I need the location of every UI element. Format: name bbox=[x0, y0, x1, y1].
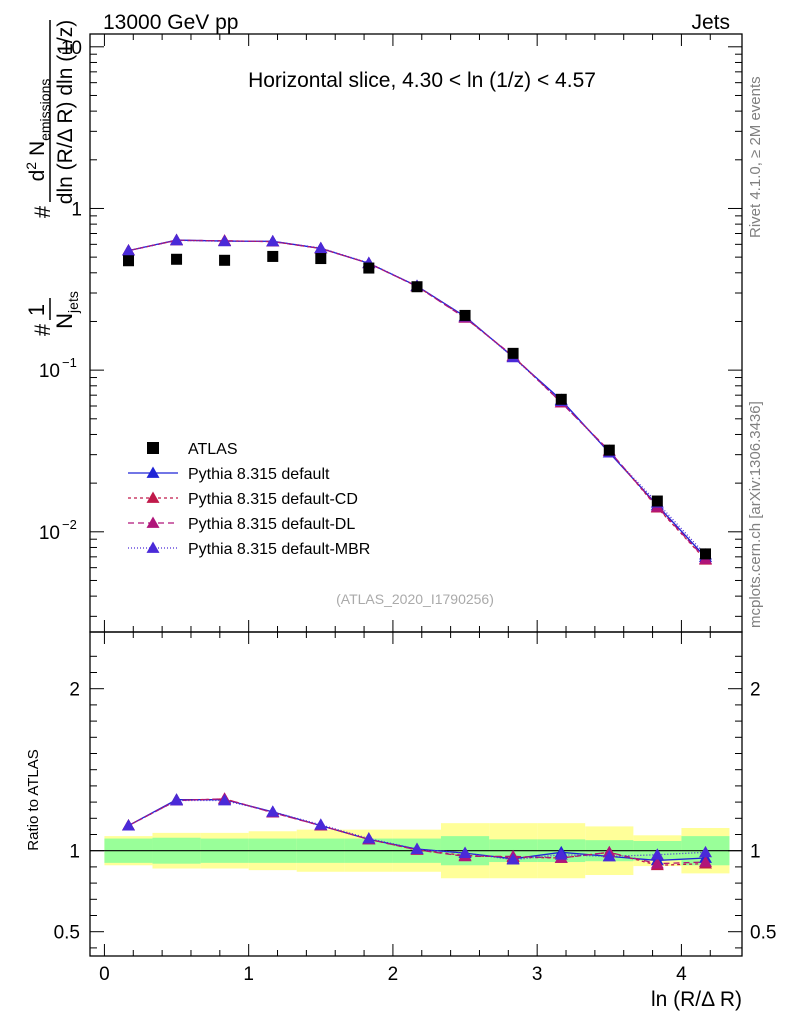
legend: ATLAS Pythia 8.315 default Pythia 8.315 de… bbox=[128, 441, 370, 558]
ratio-marker-3 bbox=[506, 853, 520, 865]
atlas-data-point bbox=[123, 255, 135, 267]
main-y-axis-label: 1 # Njets # d2 Nemissions dln (R/Δ R) dl… bbox=[23, 20, 81, 336]
svg-text:#: # bbox=[30, 323, 55, 336]
svg-text:Njets: Njets bbox=[52, 291, 81, 329]
legend-marker bbox=[146, 491, 160, 503]
legend-label: Pythia 8.315 default-CD bbox=[188, 491, 358, 508]
x-tick-label: 0 bbox=[99, 964, 110, 985]
atlas-data-point bbox=[411, 281, 423, 293]
ratio-marker-3 bbox=[458, 846, 472, 859]
ratio-marker-3 bbox=[362, 832, 376, 844]
header-energy-label: 13000 GeV pp bbox=[103, 11, 238, 34]
atlas-data-point bbox=[219, 254, 231, 266]
atlas-data-point bbox=[555, 393, 567, 405]
rivet-version-label: Rivet 4.1.0, ≥ 2M events bbox=[747, 76, 764, 238]
x-tick-label: 4 bbox=[676, 964, 687, 985]
ratio-marker-3 bbox=[554, 848, 568, 860]
ratio-y-tick-label-right: 1 bbox=[750, 842, 761, 863]
main-y-tick-exponent: −1 bbox=[62, 355, 77, 370]
svg-text:#: # bbox=[30, 205, 55, 218]
atlas-data-point bbox=[459, 309, 471, 321]
ratio-series-group bbox=[122, 792, 713, 871]
ratio-marker-3 bbox=[699, 845, 713, 858]
ratio-marker-2 bbox=[699, 855, 713, 867]
ratio-marker-3 bbox=[602, 849, 616, 862]
ratio-y-axis-label: Ratio to ATLAS bbox=[25, 749, 42, 850]
ratio-y-tick-label-left: 1 bbox=[69, 842, 80, 863]
atlas-data-point bbox=[603, 444, 615, 456]
ratio-frame bbox=[89, 631, 743, 957]
svg-text:1: 1 bbox=[24, 304, 49, 316]
main-y-tick-label: 10 bbox=[61, 38, 82, 59]
atlas-data-point bbox=[507, 347, 519, 359]
main-y-tick-label: 1 bbox=[71, 199, 82, 220]
legend-atlas-marker bbox=[147, 442, 159, 454]
ratio-marker-3 bbox=[122, 819, 136, 831]
svg-text:dln (R/Δ R) dln (1/z): dln (R/Δ R) dln (1/z) bbox=[54, 20, 77, 204]
atlas-data-point bbox=[171, 253, 183, 265]
ratio-y-tick-label-right: 0.5 bbox=[750, 923, 776, 944]
ratio-uncertainty-bands bbox=[90, 823, 742, 879]
ratio-marker-3 bbox=[314, 818, 328, 830]
series-marker-3 bbox=[218, 234, 232, 247]
ratio-marker-2 bbox=[650, 857, 664, 869]
x-axis-label: ln (R/Δ R) bbox=[651, 988, 742, 1011]
chart-title: Horizontal slice, 4.30 < ln (1/z) < 4.57 bbox=[248, 69, 596, 92]
main-y-tick-exponent: −2 bbox=[62, 517, 77, 532]
atlas-data-point bbox=[315, 253, 327, 265]
series-marker-3 bbox=[122, 244, 136, 256]
series-marker-3 bbox=[266, 234, 280, 247]
x-tick-label: 1 bbox=[243, 964, 254, 985]
ratio-marker-3 bbox=[410, 842, 424, 854]
atlas-data-point bbox=[363, 262, 375, 274]
ratio-marker-3 bbox=[218, 793, 232, 806]
ratio-y-tick-label-right: 2 bbox=[750, 680, 761, 701]
legend-label: Pythia 8.315 default-DL bbox=[188, 516, 355, 533]
svg-text:d2 Nemissions: d2 Nemissions bbox=[23, 79, 53, 182]
legend-marker bbox=[146, 466, 160, 478]
atlas-data-point bbox=[651, 495, 663, 507]
main-y-tick-label: 10 bbox=[39, 523, 60, 544]
atlas-data-points bbox=[123, 250, 712, 560]
header-process-label: Jets bbox=[691, 11, 730, 34]
legend-label: Pythia 8.315 default bbox=[188, 466, 330, 483]
ratio-marker-3 bbox=[170, 793, 184, 806]
x-tick-label: 3 bbox=[532, 964, 543, 985]
ratio-marker-3 bbox=[266, 805, 280, 817]
series-marker-3 bbox=[170, 233, 184, 246]
series-marker-3 bbox=[314, 241, 328, 254]
legend-label: ATLAS bbox=[188, 441, 238, 458]
legend-marker bbox=[146, 516, 160, 528]
legend-marker bbox=[146, 541, 160, 553]
mcplots-source-label: mcplots.cern.ch [arXiv:1306.3436] bbox=[747, 401, 764, 628]
legend-label: Pythia 8.315 default-MBR bbox=[188, 541, 370, 558]
x-tick-label: 2 bbox=[388, 964, 399, 985]
analysis-watermark: (ATLAS_2020_I1790256) bbox=[336, 591, 494, 607]
atlas-data-point bbox=[267, 250, 279, 262]
ratio-marker-3 bbox=[650, 848, 664, 860]
main-y-tick-label: 10 bbox=[39, 361, 60, 382]
ratio-y-tick-label-left: 2 bbox=[69, 680, 80, 701]
atlas-data-point bbox=[700, 548, 712, 560]
ratio-y-tick-label-left: 0.5 bbox=[54, 923, 80, 944]
